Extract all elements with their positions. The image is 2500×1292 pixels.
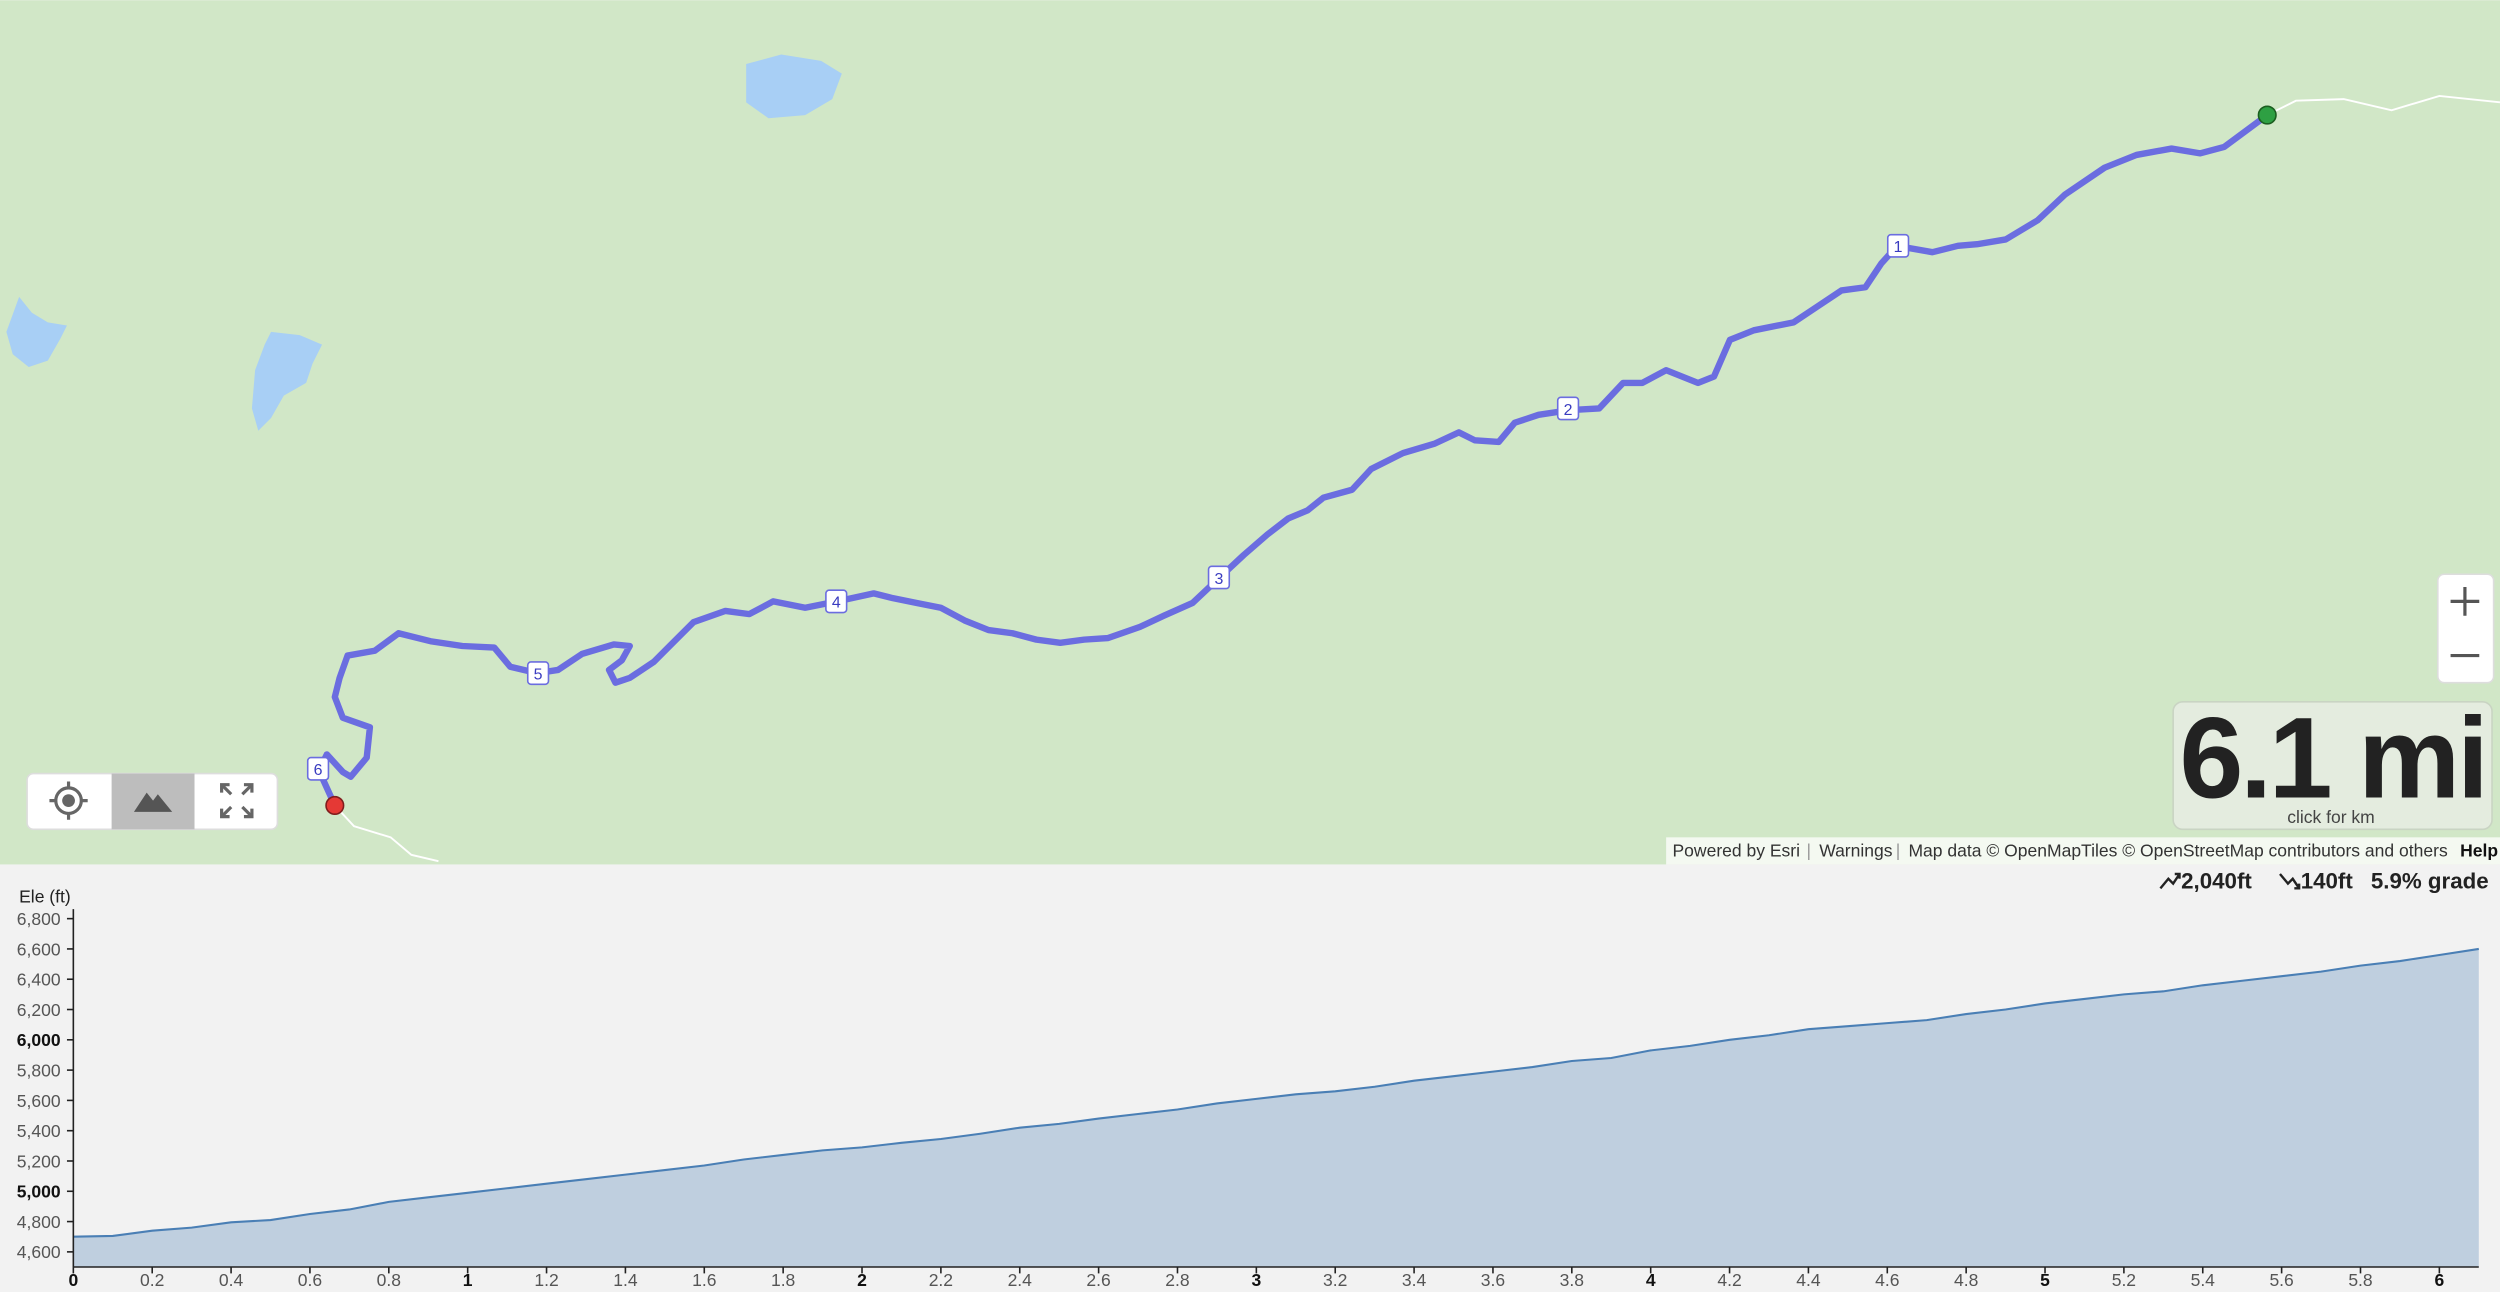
fullscreen-button[interactable] (220, 783, 254, 819)
trail (334, 804, 439, 863)
y-tick-label: 5,400 (17, 1121, 61, 1141)
y-tick-label: 6,800 (17, 909, 61, 929)
mile-marker: 4 (832, 595, 841, 612)
y-tick-label: 6,200 (17, 1000, 61, 1020)
x-tick-label: 3.8 (1560, 1270, 1584, 1290)
x-tick-label: 5.8 (2348, 1270, 2372, 1290)
y-tick-label: 5,000 (17, 1182, 61, 1202)
x-tick-label: 3.4 (1402, 1270, 1427, 1290)
separator: | (1806, 840, 1811, 860)
loss-icon (2279, 873, 2301, 890)
attribution: Powered by Esri | Warnings | Map data © … (1673, 840, 2499, 860)
mile-marker-box (1207, 565, 1231, 590)
x-tick-label: 2.8 (1165, 1270, 1189, 1290)
y-tick-label: 5,200 (17, 1151, 61, 1171)
x-tick-label: 3.2 (1323, 1270, 1347, 1290)
separator: | (1896, 840, 1901, 860)
lake (6, 296, 67, 367)
attribution-item: Map data © OpenMapTiles © OpenStreetMap … (1908, 840, 2447, 860)
x-tick-label: 0 (68, 1270, 78, 1290)
x-tick-label: 2.4 (1008, 1270, 1033, 1290)
elevation-chart: 4,600 4,800 5,000 5,200 5,400 5,600 5,800 6,000… (17, 909, 2479, 1290)
x-tick-label: 6 (2434, 1270, 2444, 1290)
lake (251, 331, 323, 431)
attribution-bar (1666, 837, 2500, 865)
x-tick-label: 1.6 (692, 1270, 716, 1290)
x-tick-label: 2.2 (929, 1270, 953, 1290)
warnings-link[interactable]: Warnings (1819, 840, 1893, 860)
y-axis-label: Ele (ft) (19, 887, 71, 907)
grade: 5.9% grade (2371, 868, 2489, 893)
x-tick-label: 1.8 (771, 1270, 795, 1290)
x-tick-label: 4.4 (1796, 1270, 1821, 1290)
x-tick-label: 2 (857, 1270, 867, 1290)
stats: 2,040ft 140ft 5.9% grade (2181, 868, 2489, 893)
mile-marker: 2 (1564, 402, 1573, 419)
y-tick-label: 5,600 (17, 1091, 61, 1111)
gain-icon (2159, 872, 2181, 890)
x-tick-label: 5.6 (2269, 1270, 2293, 1290)
x-tick-label: 1.2 (534, 1270, 558, 1290)
mile-marker: 5 (534, 666, 543, 683)
start-point (2257, 105, 2277, 125)
x-tick-label: 0.2 (140, 1270, 164, 1290)
mile-marker-box (526, 661, 550, 686)
locate-button[interactable] (49, 781, 88, 820)
mile-marker-box (1886, 233, 1910, 258)
distance-hint: click for km (2287, 807, 2375, 827)
x-tick-label: 5.2 (2112, 1270, 2136, 1290)
x-tick-label: 5 (2040, 1270, 2050, 1290)
y-tick-label: 4,600 (17, 1242, 61, 1262)
elevation-area (73, 948, 2479, 1268)
x-tick-label: 5.4 (2191, 1270, 2216, 1290)
x-tick-label: 4.8 (1954, 1270, 1978, 1290)
x-tick-label: 0.4 (219, 1270, 244, 1290)
y-tick-label: 6,400 (17, 970, 61, 990)
mile-marker: 3 (1214, 571, 1223, 588)
attribution-item: Powered by Esri (1673, 840, 1801, 860)
x-tick-label: 0.6 (298, 1270, 322, 1290)
x-tick-label: 1.4 (613, 1270, 638, 1290)
route (315, 112, 2270, 807)
mile-marker-box (825, 589, 848, 614)
y-tick-label: 5,800 (17, 1060, 61, 1080)
y-tick-label: 4,800 (17, 1212, 61, 1232)
mile-marker: 6 (314, 762, 323, 779)
lake (746, 54, 842, 119)
mile-marker-box (306, 756, 330, 781)
x-tick-label: 3.6 (1481, 1270, 1505, 1290)
mile-marker: 1 (1894, 239, 1903, 256)
mile-marker-box (1556, 396, 1580, 421)
elevation-line (73, 947, 2479, 1238)
loss: 140ft (2301, 868, 2354, 893)
map[interactable] (0, 0, 2500, 865)
x-tick-label: 3 (1251, 1270, 1261, 1290)
x-tick-label: 4.2 (1717, 1270, 1741, 1290)
x-tick-label: 2.6 (1086, 1270, 1110, 1290)
x-tick-label: 4 (1646, 1270, 1656, 1290)
x-tick-label: 4.6 (1875, 1270, 1899, 1290)
x-tick-label: 1 (463, 1270, 473, 1290)
gain: 2,040ft (2181, 868, 2252, 893)
distance: 6.1 mi (2179, 694, 2485, 822)
y-tick-label: 6,000 (17, 1030, 61, 1050)
zoom-in[interactable] (2450, 587, 2480, 616)
trail (2266, 94, 2500, 116)
help-link[interactable]: Help (2460, 840, 2498, 860)
distance-box[interactable] (2172, 701, 2493, 831)
end-point (325, 795, 345, 816)
x-tick-label: 0.8 (377, 1270, 401, 1290)
y-tick-label: 6,600 (17, 939, 61, 959)
